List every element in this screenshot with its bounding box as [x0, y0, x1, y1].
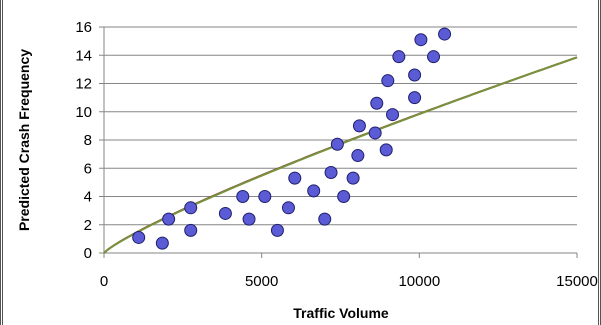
data-point: [370, 96, 384, 110]
data-point: [337, 190, 351, 203]
data-point: [330, 137, 344, 151]
y-tick-label: 6: [84, 160, 92, 177]
data-point: [381, 74, 395, 88]
data-point: [352, 119, 366, 133]
fitted-curve: [103, 56, 578, 254]
y-tick-label: 4: [84, 189, 92, 206]
data-point: [155, 236, 169, 250]
y-axis-title: Predicted Crash Frequency: [16, 49, 32, 231]
data-point: [236, 190, 250, 203]
data-point: [408, 91, 422, 105]
y-tick-label: 10: [75, 104, 92, 121]
data-point: [184, 201, 198, 215]
y-tick-label: 14: [75, 47, 92, 64]
y-tick-label: 0: [84, 245, 92, 262]
data-point: [218, 206, 232, 220]
x-tick-label: 5000: [245, 273, 278, 290]
x-tick-label: 10000: [398, 273, 440, 290]
data-point: [324, 165, 338, 179]
y-tick-labels: 0 2 4 6 8 10 12 14 16: [75, 19, 92, 262]
data-point: [351, 149, 365, 163]
data-point: [132, 230, 146, 244]
data-points: [132, 27, 452, 250]
data-point: [288, 171, 302, 185]
data-point: [408, 68, 422, 82]
data-point: [162, 212, 176, 226]
data-point: [281, 201, 295, 215]
x-axis-title: Traffic Volume: [293, 305, 389, 321]
data-point: [438, 27, 452, 41]
data-point: [427, 50, 441, 64]
axes: [99, 26, 578, 258]
data-point: [368, 126, 382, 140]
fitted-curve: [103, 56, 578, 254]
data-point: [242, 212, 256, 226]
y-tick-label: 2: [84, 217, 92, 234]
x-tick-labels: 0 5000 10000 15000: [100, 273, 598, 290]
fitted-curves: [103, 56, 578, 254]
data-point: [318, 212, 332, 226]
data-point: [379, 143, 393, 157]
gridlines: [104, 26, 577, 226]
y-tick-label: 8: [84, 132, 92, 149]
y-tick-label: 12: [75, 76, 92, 93]
data-point: [414, 33, 428, 47]
data-point: [258, 190, 272, 203]
data-point: [184, 223, 198, 237]
x-tick-label: 0: [100, 273, 108, 290]
data-point: [307, 184, 321, 198]
x-tick-label: 15000: [556, 273, 598, 290]
scatter-chart: 0 2 4 6 8 10 12 14 16 0 5000 10000 15000 Traffic Vo…: [16, 19, 598, 321]
data-point: [270, 223, 284, 237]
data-point: [386, 108, 400, 122]
data-point: [392, 50, 406, 64]
y-tick-label: 16: [75, 19, 92, 36]
data-point: [346, 171, 360, 185]
